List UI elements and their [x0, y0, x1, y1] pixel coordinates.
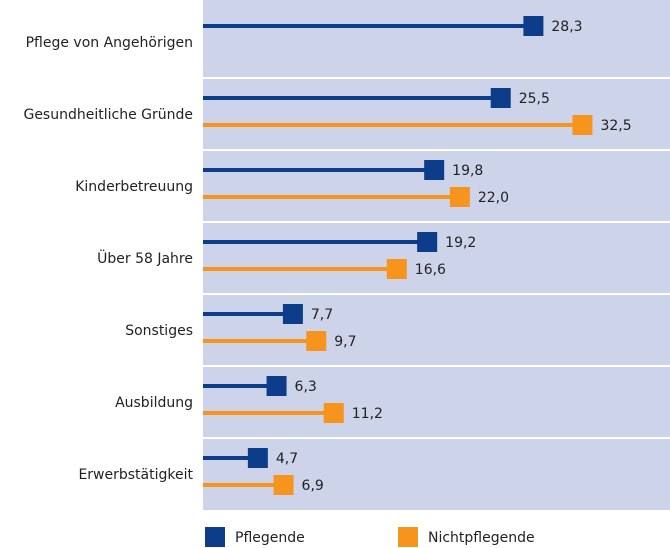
- lollipop-marker: [273, 475, 294, 495]
- value-label: 7,7: [311, 307, 333, 323]
- lollipop-marker: [572, 115, 593, 135]
- value-label: 25,5: [519, 91, 550, 107]
- category-label: Erwerbstätigkeit: [78, 467, 193, 483]
- legend-swatch: [398, 527, 418, 547]
- value-label: 6,9: [302, 478, 324, 494]
- category-label: Pflege von Angehörigen: [26, 35, 193, 51]
- value-label: 32,5: [600, 118, 631, 134]
- plot-background: [203, 0, 670, 510]
- lollipop-marker: [417, 232, 438, 252]
- category-label: Sonstiges: [125, 323, 193, 339]
- lollipop-marker: [490, 88, 511, 108]
- value-label: 22,0: [478, 190, 509, 206]
- category-label: Gesundheitliche Gründe: [23, 107, 193, 123]
- category-label: Ausbildung: [115, 395, 193, 411]
- lollipop-marker: [282, 304, 303, 324]
- value-label: 11,2: [352, 406, 383, 422]
- value-label: 19,8: [452, 163, 483, 179]
- value-label: 16,6: [415, 262, 446, 278]
- lollipop-marker: [523, 16, 544, 36]
- lollipop-marker: [323, 403, 344, 423]
- category-label: Über 58 Jahre: [97, 249, 193, 267]
- lollipop-marker: [424, 160, 445, 180]
- lollipop-marker: [247, 448, 268, 468]
- value-label: 9,7: [334, 334, 356, 350]
- lollipop-marker: [386, 259, 407, 279]
- legend-label: Pflegende: [235, 530, 305, 546]
- value-label: 4,7: [276, 451, 298, 467]
- legend-label: Nichtpflegende: [428, 530, 535, 546]
- value-label: 6,3: [295, 379, 317, 395]
- lollipop-marker: [449, 187, 470, 207]
- value-label: 19,2: [445, 235, 476, 251]
- lollipop-marker: [306, 331, 327, 351]
- lollipop-marker: [266, 376, 287, 396]
- legend-swatch: [205, 527, 225, 547]
- value-label: 28,3: [551, 19, 582, 35]
- category-label: Kinderbetreuung: [75, 179, 193, 195]
